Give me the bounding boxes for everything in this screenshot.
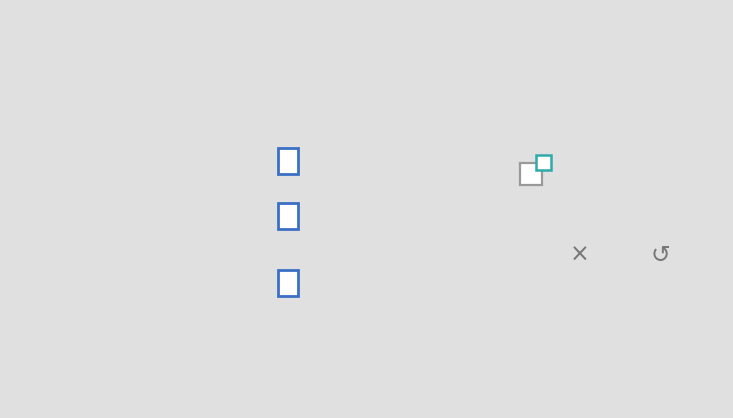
FancyBboxPatch shape — [278, 203, 298, 229]
Text: (x) = 4x+4: (x) = 4x+4 — [55, 62, 167, 81]
FancyBboxPatch shape — [536, 155, 551, 170]
Text: and evaluate: and evaluate — [315, 96, 445, 114]
FancyBboxPatch shape — [520, 163, 542, 185]
Text: (g+h)(−1): (g+h)(−1) — [410, 96, 504, 114]
Text: x: x — [106, 148, 118, 167]
Text: )(: )( — [90, 148, 106, 168]
Text: h: h — [99, 270, 112, 289]
Text: h: h — [99, 203, 112, 222]
Text: ): ) — [129, 203, 137, 223]
Text: g: g — [68, 270, 81, 289]
Text: are defined for all real numbers: are defined for all real numbers — [235, 10, 533, 28]
Text: (: ( — [60, 148, 68, 168]
Text: x: x — [122, 203, 133, 222]
Text: h: h — [229, 10, 240, 28]
Text: −: − — [75, 203, 106, 223]
Text: (: ( — [60, 270, 68, 290]
Text: (x) = x−1: (x) = x−1 — [55, 40, 155, 59]
Text: g: g — [68, 203, 81, 222]
Text: (g·h)(x): (g·h)(x) — [180, 96, 248, 114]
Text: )(: )( — [106, 203, 122, 223]
Text: g: g — [68, 148, 81, 167]
Text: ): ) — [113, 148, 122, 168]
Text: h: h — [48, 62, 61, 80]
Text: +: + — [75, 270, 106, 290]
Text: and: and — [231, 96, 276, 114]
Text: (g−h)(x): (g−h)(x) — [265, 96, 341, 114]
Text: Suppose that the functions: Suppose that the functions — [4, 10, 253, 28]
Text: h: h — [83, 148, 97, 167]
Text: (: ( — [60, 203, 68, 223]
Text: ↺: ↺ — [650, 243, 670, 267]
Text: =: = — [255, 270, 273, 290]
Text: g: g — [188, 10, 200, 28]
Text: =: = — [255, 203, 273, 223]
FancyBboxPatch shape — [278, 148, 298, 174]
Text: ×: × — [570, 243, 590, 267]
FancyBboxPatch shape — [278, 270, 298, 296]
Text: x: x — [467, 10, 477, 28]
Text: and: and — [194, 10, 240, 28]
Text: ·: · — [75, 148, 82, 168]
Text: .: . — [467, 96, 473, 114]
FancyBboxPatch shape — [20, 118, 408, 318]
Text: )(−1): )(−1) — [106, 270, 161, 290]
Text: Write the expressions for: Write the expressions for — [3, 96, 235, 114]
Text: =: = — [255, 148, 273, 168]
Text: as follows.: as follows. — [474, 10, 574, 28]
Text: g: g — [48, 40, 61, 58]
